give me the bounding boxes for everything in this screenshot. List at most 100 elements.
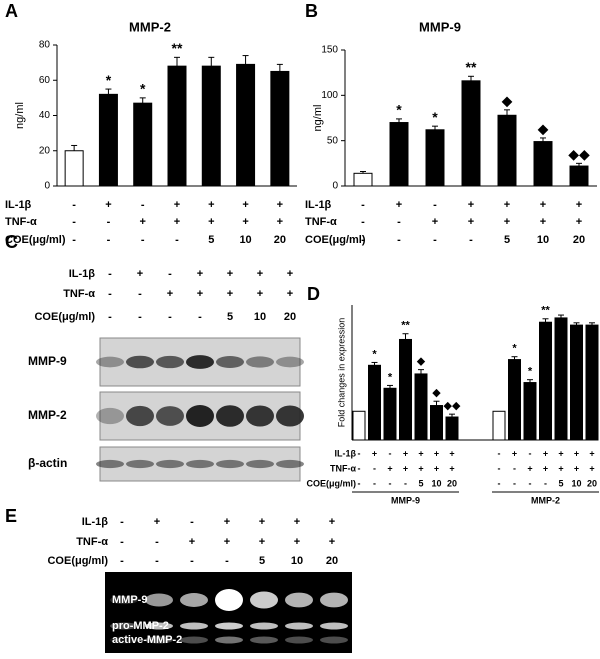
- bar: [270, 70, 290, 187]
- treatment-cell: -: [198, 311, 202, 323]
- bar: [461, 80, 481, 187]
- annotation: *: [512, 343, 517, 355]
- treatment-cell: -: [72, 216, 76, 228]
- treatment-cell: +: [242, 216, 248, 228]
- treatment-cell: -: [358, 478, 361, 488]
- treatment-cell: +: [403, 448, 408, 458]
- treatment-cell: -: [72, 234, 76, 246]
- treatment-cell: -: [120, 555, 124, 567]
- y-tick-label: 50: [327, 135, 339, 146]
- treatment-cell: +: [174, 199, 180, 211]
- annotation: **: [401, 320, 410, 332]
- y-tick-label: 150: [321, 45, 338, 56]
- treatment-cell: +: [504, 216, 510, 228]
- treatment-cell: +: [277, 199, 283, 211]
- y-axis-label: ng/ml: [312, 105, 324, 132]
- treatment-cell: -: [544, 478, 547, 488]
- treatment-cell: +: [543, 463, 548, 473]
- panel-letter: A: [5, 1, 18, 21]
- treatment-cell: -: [168, 268, 172, 280]
- treatment-cell: 20: [326, 555, 338, 567]
- treatment-cell: -: [120, 536, 124, 548]
- treatment-cell: +: [257, 268, 263, 280]
- treatment-cell: -: [389, 448, 392, 458]
- treatment-cell: +: [105, 199, 111, 211]
- treatment-cell: -: [361, 234, 365, 246]
- treatment-cell: +: [227, 268, 233, 280]
- y-tick-label: 40: [39, 110, 51, 121]
- blot-band: [186, 405, 214, 427]
- row-label: IL-1β: [82, 516, 109, 528]
- gel-band: [320, 636, 348, 644]
- bar: [445, 416, 459, 441]
- band-label: MMP-9: [28, 354, 67, 368]
- treatment-cell: +: [574, 463, 579, 473]
- bar: [533, 141, 553, 187]
- treatment-cell: -: [120, 516, 124, 528]
- annotation: *: [140, 81, 146, 97]
- bar: [64, 150, 84, 187]
- y-axis-label: Fold changes in expression: [336, 318, 346, 428]
- treatment-cell: +: [372, 448, 377, 458]
- panel-letter: E: [5, 506, 17, 526]
- treatment-cell: +: [167, 288, 173, 300]
- treatment-cell: 5: [227, 311, 233, 323]
- blot-band: [96, 356, 124, 368]
- treatment-cell: +: [449, 463, 454, 473]
- annotation: *: [106, 72, 112, 88]
- treatment-cell: -: [361, 199, 365, 211]
- band-label: β-actin: [28, 456, 67, 470]
- annotation: **: [172, 40, 183, 56]
- bar: [570, 324, 583, 441]
- blot-band: [186, 355, 214, 369]
- treatment-cell: -: [358, 448, 361, 458]
- treatment-cell: -: [108, 288, 112, 300]
- treatment-cell: +: [396, 199, 402, 211]
- treatment-cell: +: [504, 199, 510, 211]
- treatment-cell: 20: [284, 311, 296, 323]
- gel: [105, 572, 352, 653]
- treatment-cell: 10: [239, 234, 251, 246]
- treatment-cell: 20: [573, 234, 585, 246]
- y-tick-label: 80: [39, 40, 51, 51]
- treatment-cell: -: [190, 516, 194, 528]
- treatment-cell: 5: [558, 478, 563, 488]
- treatment-cell: +: [208, 199, 214, 211]
- blot-band: [186, 459, 214, 469]
- treatment-cell: -: [358, 463, 361, 473]
- treatment-cell: 20: [274, 234, 286, 246]
- treatment-cell: -: [529, 448, 532, 458]
- treatment-cell: +: [387, 463, 392, 473]
- annotation: ◆: [432, 387, 441, 399]
- row-label: TNF-α: [5, 216, 37, 228]
- gel-band-label: active-MMP-2: [112, 634, 182, 646]
- treatment-cell: +: [287, 288, 293, 300]
- blot-band: [126, 459, 154, 469]
- bar: [508, 359, 521, 441]
- gel-band: [110, 622, 138, 630]
- treatment-cell: -: [138, 311, 142, 323]
- band-label: MMP-2: [28, 408, 67, 422]
- treatment-cell: 5: [504, 234, 510, 246]
- gel-band-label: MMP-9: [112, 594, 147, 606]
- gel-band-label: pro-MMP-2: [112, 620, 169, 632]
- treatment-cell: +: [558, 448, 563, 458]
- chart-title: MMP-9: [419, 19, 461, 34]
- treatment-cell: +: [154, 516, 160, 528]
- bar: [399, 338, 412, 441]
- blot-band: [216, 355, 244, 369]
- gel-band: [250, 622, 278, 630]
- bar: [497, 114, 517, 187]
- treatment-cell: -: [138, 288, 142, 300]
- treatment-cell: +: [137, 268, 143, 280]
- blot-band: [276, 405, 304, 427]
- gel-band: [145, 593, 173, 607]
- blot-band: [126, 355, 154, 369]
- treatment-cell: -: [433, 234, 437, 246]
- annotation: *: [528, 366, 533, 378]
- treatment-cell: 10: [431, 478, 441, 488]
- treatment-cell: +: [418, 448, 423, 458]
- row-label: IL-1β: [5, 199, 32, 211]
- treatment-cell: 5: [418, 478, 423, 488]
- gel-band: [285, 622, 313, 630]
